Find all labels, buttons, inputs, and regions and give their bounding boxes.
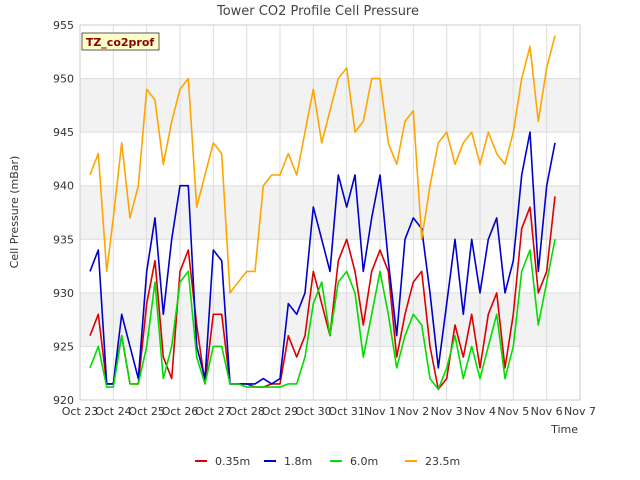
x-tick-label: Oct 25 [128, 405, 165, 418]
legend-label-6.0m: 6.0m [350, 455, 378, 468]
badge: TZ_co2prof [81, 32, 160, 51]
plot-band [80, 25, 580, 79]
series-line-1.8m [89, 131, 556, 385]
x-tick-label: Nov 4 [464, 405, 496, 418]
x-tick-label: Oct 23 [62, 405, 99, 418]
y-axis-ticks: 920 925 930 935 940 945 950 955 [53, 19, 74, 407]
legend-label-1.8m: 1.8m [284, 455, 312, 468]
legend: 0.35m 1.8m 6.0m 23.5m [195, 455, 460, 468]
x-tick-label: Oct 31 [328, 405, 365, 418]
y-tick-label: 925 [53, 340, 74, 353]
y-tick-label: 940 [53, 180, 74, 193]
x-tick-label: Nov 6 [531, 405, 563, 418]
y-tick-label: 945 [53, 126, 74, 139]
x-tick-label: Nov 1 [364, 405, 396, 418]
chart-title: Tower CO2 Profile Cell Pressure [216, 4, 419, 19]
y-tick-label: 935 [53, 233, 74, 246]
legend-label-23.5m: 23.5m [425, 455, 460, 468]
y-tick-label: 955 [53, 19, 74, 32]
x-tick-label: Oct 26 [162, 405, 199, 418]
x-tick-label: Nov 2 [397, 405, 429, 418]
x-tick-label: Nov 7 [564, 405, 596, 418]
x-tick-label: Oct 27 [195, 405, 232, 418]
legend-label-0.35m: 0.35m [215, 455, 250, 468]
y-tick-label: 930 [53, 287, 74, 300]
plot-band [80, 185, 580, 240]
series-group [89, 35, 556, 391]
series-line-6.0m [89, 239, 556, 391]
x-tick-label: Nov 5 [497, 405, 529, 418]
y-tick-label: 950 [53, 73, 74, 86]
x-tick-label: Nov 3 [431, 405, 463, 418]
badge-label: TZ_co2prof [86, 36, 155, 49]
x-tick-label: Oct 30 [295, 405, 332, 418]
badge-box [81, 32, 160, 51]
plot-background [80, 25, 580, 400]
plot-frame [79, 24, 581, 401]
plot-band [80, 132, 580, 186]
series-line-0.35m [89, 196, 556, 391]
x-tick-label: Oct 29 [262, 405, 299, 418]
x-axis-label: Time [550, 423, 578, 436]
x-tick-label: Oct 28 [228, 405, 265, 418]
y-axis-label: Cell Pressure (mBar) [8, 156, 21, 269]
y-tick-label: 920 [53, 394, 74, 407]
series-line-23.5m [89, 35, 556, 294]
plot-band [80, 292, 580, 347]
plot-band [80, 78, 580, 133]
x-tick-label: Oct 24 [95, 405, 132, 418]
